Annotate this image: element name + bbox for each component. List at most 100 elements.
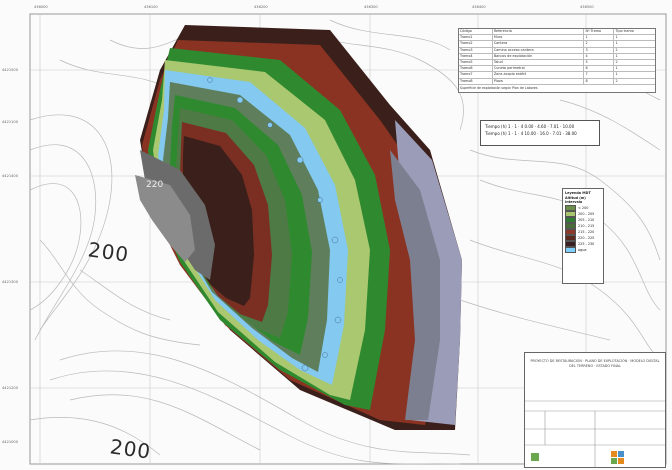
coord-top: 436300	[364, 5, 378, 9]
cell: Tramo8	[459, 78, 493, 84]
cell: Camino acceso cantera	[493, 47, 585, 53]
water-speckles	[207, 77, 343, 372]
cell: Zona acopio estéril	[493, 72, 585, 78]
legend-header-row: Código Referencia Nº Tramo Tipo tramo	[459, 29, 655, 36]
cell: Tramo1	[459, 35, 493, 41]
legend-entry-label: 215 - 220	[578, 229, 595, 234]
legend-entry-label: 225 - 230	[578, 241, 595, 246]
legend-table: Código Referencia Nº Tramo Tipo tramo Tr…	[458, 28, 656, 94]
title-block-grid	[525, 400, 665, 467]
elevation-legend-entry: 200 - 205	[565, 210, 601, 217]
coord-left: 4421300	[2, 280, 19, 284]
elevation-legend-entry: 210 - 215	[565, 222, 601, 229]
legend-swatch	[565, 204, 576, 211]
cell: Tramo3	[459, 47, 493, 53]
cell: 1	[615, 66, 618, 71]
time-parameters-box: Tiempo (h) 1 · 1 · 4 0.00 · 4.60 · 7.01 …	[480, 120, 600, 146]
terrain-bands	[135, 25, 462, 430]
coord-left: 4421000	[2, 440, 19, 444]
legend-swatch	[565, 234, 576, 241]
legend-note: Superficie de explotación según Plan de …	[460, 85, 538, 90]
coord-top: 436000	[34, 5, 48, 9]
cell: 1	[615, 41, 618, 46]
cell: 1	[584, 35, 615, 41]
cell: Tramo7	[459, 72, 493, 78]
cell: 1	[615, 35, 618, 40]
cell: 1	[615, 53, 618, 58]
legend-swatch	[565, 222, 576, 229]
company-logo-icon	[611, 451, 624, 464]
cell: 8	[584, 78, 615, 84]
cell: Plaza	[493, 78, 585, 84]
legend-swatch	[565, 246, 576, 253]
elevation-legend-entry: 225 - 230	[565, 240, 601, 247]
cell: Bancos de explotación	[493, 53, 585, 60]
header-reference: Referencia	[493, 29, 585, 35]
legend-entry-label: agua	[578, 247, 587, 252]
legend-entry-label: 200 - 205	[578, 211, 595, 216]
legend-entry-label: < 200	[578, 205, 589, 210]
title-block-text: PROYECTO DE RESTAURACIÓN · PLANO DE EXPL…	[530, 359, 660, 368]
small-contour-label: 220	[146, 180, 164, 190]
emblem-icon	[531, 453, 539, 461]
coord-top: 436100	[144, 5, 158, 9]
cell: 2	[615, 47, 618, 52]
map-frame	[29, 13, 667, 465]
elevation-legend-subtitle: Altitud (m)	[565, 195, 586, 200]
cell: 6	[584, 66, 615, 72]
cell: Cuneta perimetral	[493, 66, 585, 72]
header-section-type: Tipo tramo	[615, 29, 634, 33]
coord-top: 436500	[580, 5, 594, 9]
cell: 2	[584, 41, 615, 47]
legend-entry-label: 205 - 210	[578, 217, 595, 222]
cell: 1	[615, 72, 618, 77]
cell: Talud	[493, 60, 585, 66]
time-line: Tiempo (h) 1 · 1 · 4 10.00 · 16.0 · 7.01…	[485, 131, 577, 136]
table-row: Tramo7 Zona acopio estéril 7 1	[459, 72, 655, 79]
header-code: Código	[459, 29, 493, 35]
cell: 7	[584, 72, 615, 78]
elevation-legend-entry: < 200	[565, 204, 601, 211]
legend-entry-label: 210 - 215	[578, 223, 595, 228]
table-row: Tramo5 Talud 5 2	[459, 60, 655, 67]
legend-swatch	[565, 210, 576, 217]
table-row: Tramo2 Cantera 2 1	[459, 41, 655, 48]
cell: Tramo5	[459, 60, 493, 66]
elevation-legend-entry: 205 - 210	[565, 216, 601, 223]
table-row: Tramo1 Muro 1 1	[459, 35, 655, 42]
legend-swatch	[565, 240, 576, 247]
elevation-legend-entry: agua	[565, 246, 601, 253]
table-row: Tramo8 Plaza 8 2	[459, 78, 655, 85]
cell: Tramo4	[459, 53, 493, 60]
table-row: Tramo6 Cuneta perimetral 6 1	[459, 66, 655, 73]
legend-entry-label: 220 - 225	[578, 235, 595, 240]
coord-left: 4421100	[2, 120, 19, 124]
coord-left: 4421500	[2, 68, 19, 72]
elevation-legend-unit: Intervalo	[565, 200, 583, 205]
cell: Tramo2	[459, 41, 493, 47]
cell: 2	[615, 78, 618, 83]
cell: 3	[584, 47, 615, 53]
cell: Cantera	[493, 41, 585, 47]
elevation-legend: Leyenda MDT Altitud (m) Intervalo < 200 2…	[562, 188, 604, 284]
cell: 5	[584, 60, 615, 66]
table-row: Tramo4 Bancos de explotación 4 1	[459, 53, 655, 61]
time-line: Tiempo (h) 1 · 1 · 4 0.00 · 4.60 · 7.01 …	[485, 124, 575, 129]
legend-swatch	[565, 216, 576, 223]
coord-top: 436200	[254, 5, 268, 9]
cell: Muro	[493, 35, 585, 41]
elevation-legend-entry: 215 - 220	[565, 228, 601, 235]
elevation-legend-entries: < 200 200 - 205 205 - 210 210 - 215 215 - 22…	[565, 204, 601, 253]
elevation-legend-title: Leyenda MDT	[565, 191, 591, 195]
elevation-legend-entry: 220 - 225	[565, 234, 601, 241]
coord-left: 4421400	[2, 174, 19, 178]
cell: 2	[615, 60, 618, 65]
cell: Tramo6	[459, 66, 493, 72]
coord-left: 4421200	[2, 386, 19, 390]
table-row: Tramo3 Camino acceso cantera 3 2	[459, 47, 655, 54]
header-section-number: Nº Tramo	[584, 29, 615, 35]
title-block: PROYECTO DE RESTAURACIÓN · PLANO DE EXPL…	[524, 352, 666, 468]
legend-swatch	[565, 228, 576, 235]
